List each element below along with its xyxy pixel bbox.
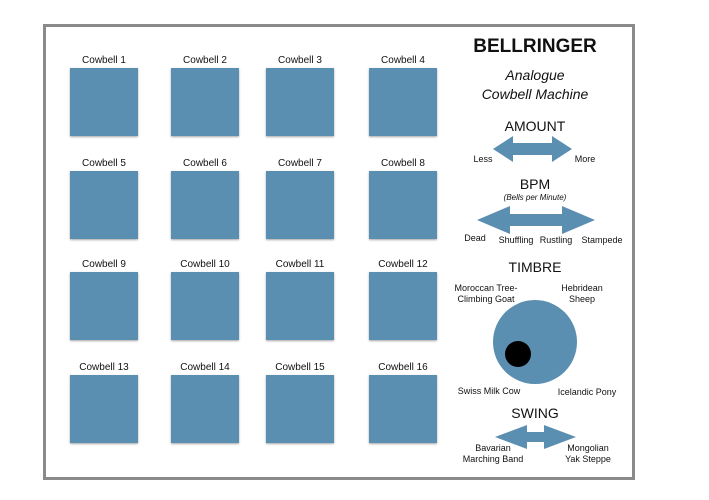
timbre-top-left-2: Climbing Goat — [457, 294, 515, 304]
bpm-stop-shuffling: Shuffling — [498, 235, 534, 245]
bpm-label: BPM — [519, 176, 551, 192]
cowbell-pad-12[interactable] — [369, 272, 437, 340]
bpm-stop-stampede: Stampede — [581, 235, 623, 245]
cowbell-pad-8[interactable] — [369, 171, 437, 239]
cowbell-pad-11[interactable] — [266, 272, 334, 340]
app-title: BELLRINGER — [473, 36, 597, 57]
bpm-sublabel: (Bells per Minute) — [503, 193, 567, 202]
amount-min-label: Less — [473, 154, 493, 164]
cowbell-pad-label: Cowbell 7 — [278, 158, 322, 169]
timbre-top-right-2: Sheep — [568, 294, 596, 304]
cowbell-pad-16[interactable] — [369, 375, 437, 443]
swing-right-1: Mongolian — [567, 443, 609, 453]
amount-max-label: More — [574, 154, 596, 164]
amount-label: AMOUNT — [504, 118, 566, 134]
cowbell-pad-4[interactable] — [369, 68, 437, 136]
cowbell-pad-1[interactable] — [70, 68, 138, 136]
timbre-bottom-right: Icelandic Pony — [557, 387, 617, 397]
subtitle-line-1: Analogue — [505, 67, 565, 83]
cowbell-pad-label: Cowbell 14 — [180, 362, 230, 373]
knob-indicator-dot — [505, 341, 531, 367]
cowbell-pad-label: Cowbell 11 — [275, 259, 325, 270]
cowbell-pad-label: Cowbell 13 — [79, 362, 129, 373]
subtitle-line-2: Cowbell Machine — [481, 86, 589, 102]
cowbell-pad-15[interactable] — [266, 375, 334, 443]
cowbell-pad-label: Cowbell 3 — [278, 55, 322, 66]
timbre-label: TIMBRE — [508, 259, 562, 275]
swing-label: SWING — [511, 405, 559, 421]
cowbell-pad-label: Cowbell 8 — [381, 158, 425, 169]
cowbell-pad-6[interactable] — [171, 171, 239, 239]
cowbell-pad-3[interactable] — [266, 68, 334, 136]
cowbell-pad-label: Cowbell 2 — [183, 55, 227, 66]
cowbell-pad-label: Cowbell 16 — [378, 362, 428, 373]
cowbell-pad-10[interactable] — [171, 272, 239, 340]
cowbell-pad-5[interactable] — [70, 171, 138, 239]
bpm-stop-dead: Dead — [464, 233, 486, 243]
cowbell-pad-label: Cowbell 10 — [180, 259, 230, 270]
cowbell-pad-7[interactable] — [266, 171, 334, 239]
bpm-stop-rustling: Rustling — [539, 235, 573, 245]
cowbell-pad-label: Cowbell 1 — [82, 55, 126, 66]
cowbell-pad-label: Cowbell 6 — [183, 158, 227, 169]
cowbell-pad-label: Cowbell 12 — [378, 259, 428, 270]
cowbell-pad-13[interactable] — [70, 375, 138, 443]
timbre-bottom-left: Swiss Milk Cow — [457, 386, 521, 396]
cowbell-pad-label: Cowbell 15 — [275, 362, 325, 373]
swing-right-2: Yak Steppe — [565, 454, 611, 464]
cowbell-pad-label: Cowbell 9 — [82, 259, 126, 270]
cowbell-pad-14[interactable] — [171, 375, 239, 443]
swing-left-1: Bavarian — [475, 443, 511, 453]
cowbell-pad-9[interactable] — [70, 272, 138, 340]
cowbell-pad-label: Cowbell 4 — [381, 55, 425, 66]
machine-panel — [43, 24, 635, 480]
cowbell-pad-2[interactable] — [171, 68, 239, 136]
cowbell-pad-label: Cowbell 5 — [82, 158, 126, 169]
swing-left-2: Marching Band — [462, 454, 524, 464]
timbre-top-right-1: Hebridean — [561, 283, 603, 293]
timbre-top-left-1: Moroccan Tree- — [454, 283, 518, 293]
